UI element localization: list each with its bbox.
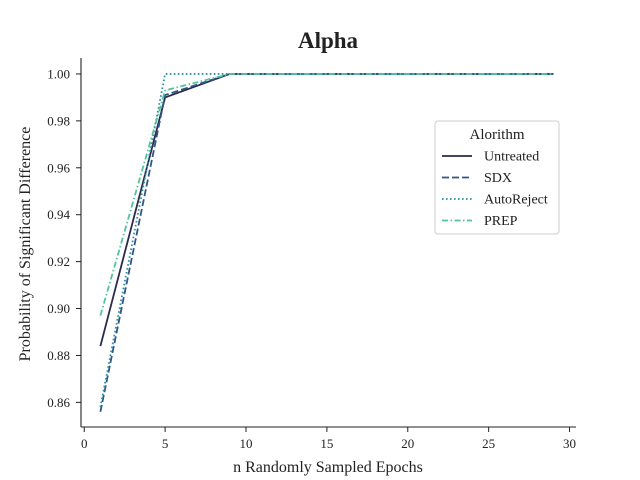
legend-label-autoreject: AutoReject [484,193,548,208]
legend-label-sdx: SDX [484,171,512,186]
y-tick-label: 0.98 [47,113,70,128]
y-tick-label: 0.94 [47,207,70,222]
x-tick-label: 15 [320,436,333,451]
series-layer [99,73,554,412]
legend: Alorithm Untreated SDX AutoReject PREP [434,120,560,235]
x-tick-label: 0 [81,436,88,451]
y-tick-label: 0.92 [47,254,70,269]
x-axis-label: n Randomly Sampled Epochs [233,459,423,476]
legend-frame [434,120,560,235]
y-tick-label: 0.88 [47,348,70,363]
series-line-autoreject [99,73,554,408]
x-tick-label: 10 [240,436,253,451]
chart-title: Alpha [298,28,359,53]
x-tick-label: 30 [563,436,576,451]
series-line-sdx [99,73,554,412]
legend-label-untreated: Untreated [484,150,539,165]
y-tick-label: 0.86 [47,395,70,410]
x-tick-label: 20 [401,436,414,451]
y-axis-label: Probability of Significant Difference [17,127,34,362]
x-tick-label: 5 [162,436,169,451]
x-tick-label: 25 [482,436,495,451]
axes: 0 5 10 15 20 25 30 0.86 0.88 0.90 0.92 0.94 0.96 0.98… [47,58,576,451]
y-tick-label: 0.96 [47,160,70,175]
y-tick-label: 1.00 [47,66,70,81]
legend-title: Alorithm [470,127,525,143]
legend-label-prep: PREP [484,214,518,229]
y-tick-label: 0.90 [47,301,70,316]
